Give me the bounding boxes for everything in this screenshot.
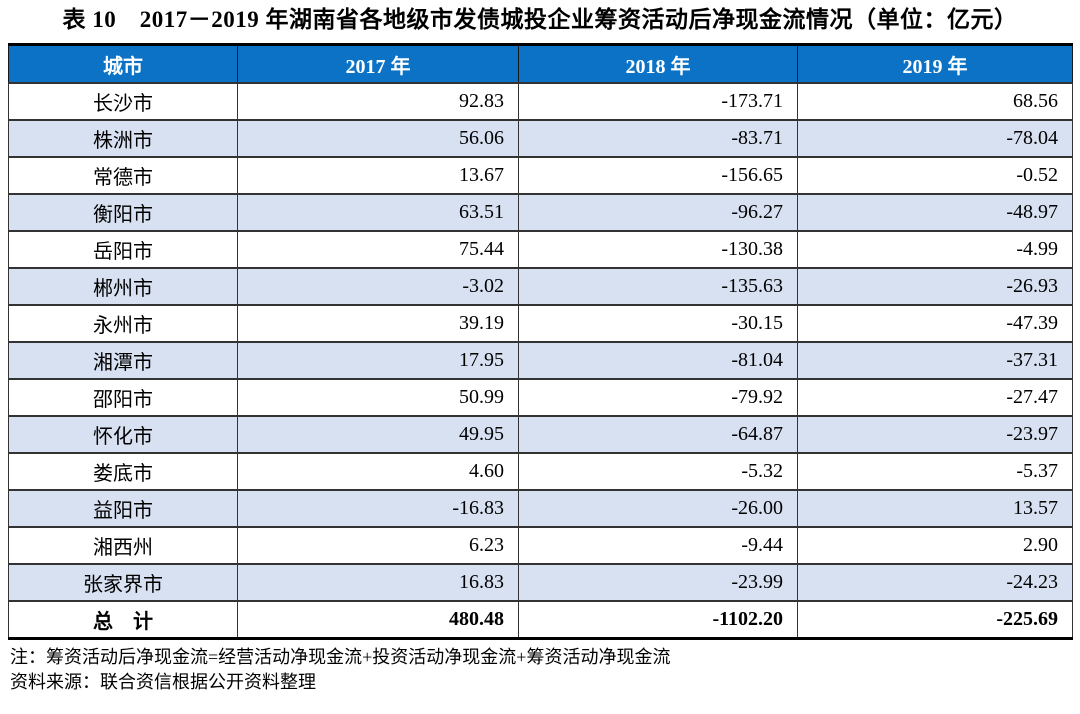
value-cell-2019: -26.93 <box>797 267 1073 306</box>
header-row: 城市 2017 年 2018 年 2019 年 <box>8 44 1073 84</box>
value-cell-2019: 13.57 <box>797 489 1073 528</box>
city-cell: 湘西州 <box>8 526 238 565</box>
city-cell: 怀化市 <box>8 415 238 454</box>
value-cell-2018: -5.32 <box>518 452 798 491</box>
table-row: 郴州市 -3.02 -135.63 -26.93 <box>8 267 1073 306</box>
value-cell-2017: 6.23 <box>237 526 519 565</box>
cashflow-table: 城市 2017 年 2018 年 2019 年 长沙市 92.83 -173.7… <box>8 43 1073 640</box>
table-row: 张家界市 16.83 -23.99 -24.23 <box>8 563 1073 602</box>
city-cell: 衡阳市 <box>8 193 238 232</box>
table-row: 常德市 13.67 -156.65 -0.52 <box>8 156 1073 195</box>
city-cell: 郴州市 <box>8 267 238 306</box>
value-cell-2017: -3.02 <box>237 267 519 306</box>
table-row: 湘西州 6.23 -9.44 2.90 <box>8 526 1073 565</box>
city-cell: 益阳市 <box>8 489 238 528</box>
value-cell-2017: 49.95 <box>237 415 519 454</box>
value-cell-2017: -16.83 <box>237 489 519 528</box>
value-cell-2019: -78.04 <box>797 119 1073 158</box>
table-row: 湘潭市 17.95 -81.04 -37.31 <box>8 341 1073 380</box>
table-row: 永州市 39.19 -30.15 -47.39 <box>8 304 1073 343</box>
total-label-cell: 总 计 <box>8 600 238 640</box>
table-row: 怀化市 49.95 -64.87 -23.97 <box>8 415 1073 454</box>
value-cell-2017: 13.67 <box>237 156 519 195</box>
city-cell: 娄底市 <box>8 452 238 491</box>
value-cell-2018: -30.15 <box>518 304 798 343</box>
value-cell-2019: -27.47 <box>797 378 1073 417</box>
city-cell: 湘潭市 <box>8 341 238 380</box>
value-cell-2017: 4.60 <box>237 452 519 491</box>
table-row: 株洲市 56.06 -83.71 -78.04 <box>8 119 1073 158</box>
city-cell: 邵阳市 <box>8 378 238 417</box>
value-cell-2018: -130.38 <box>518 230 798 269</box>
value-cell-2019: -47.39 <box>797 304 1073 343</box>
total-row: 总 计 480.48 -1102.20 -225.69 <box>8 600 1073 640</box>
value-cell-2019: 68.56 <box>797 82 1073 121</box>
value-cell-2018: -9.44 <box>518 526 798 565</box>
city-cell: 岳阳市 <box>8 230 238 269</box>
value-cell-2019: -24.23 <box>797 563 1073 602</box>
value-cell-2017: 39.19 <box>237 304 519 343</box>
table-row: 衡阳市 63.51 -96.27 -48.97 <box>8 193 1073 232</box>
value-cell-2019: -23.97 <box>797 415 1073 454</box>
city-cell: 长沙市 <box>8 82 238 121</box>
total-value-2018: -1102.20 <box>518 600 798 640</box>
value-cell-2018: -23.99 <box>518 563 798 602</box>
value-cell-2019: -0.52 <box>797 156 1073 195</box>
value-cell-2017: 16.83 <box>237 563 519 602</box>
value-cell-2018: -173.71 <box>518 82 798 121</box>
value-cell-2018: -26.00 <box>518 489 798 528</box>
total-value-2017: 480.48 <box>237 600 519 640</box>
value-cell-2017: 17.95 <box>237 341 519 380</box>
table-row: 长沙市 92.83 -173.71 68.56 <box>8 82 1073 121</box>
document-page: 表 10 2017－2019 年湖南省各地级市发债城投企业筹资活动后净现金流情况… <box>0 5 1080 714</box>
value-cell-2018: -83.71 <box>518 119 798 158</box>
table-body: 长沙市 92.83 -173.71 68.56 株洲市 56.06 -83.71… <box>8 82 1073 640</box>
value-cell-2018: -79.92 <box>518 378 798 417</box>
column-header-2018: 2018 年 <box>518 44 798 84</box>
value-cell-2018: -81.04 <box>518 341 798 380</box>
table-row: 岳阳市 75.44 -130.38 -4.99 <box>8 230 1073 269</box>
value-cell-2019: 2.90 <box>797 526 1073 565</box>
value-cell-2019: -48.97 <box>797 193 1073 232</box>
value-cell-2017: 50.99 <box>237 378 519 417</box>
table-row: 邵阳市 50.99 -79.92 -27.47 <box>8 378 1073 417</box>
value-cell-2018: -64.87 <box>518 415 798 454</box>
value-cell-2019: -37.31 <box>797 341 1073 380</box>
total-value-2019: -225.69 <box>797 600 1073 640</box>
table-row: 娄底市 4.60 -5.32 -5.37 <box>8 452 1073 491</box>
value-cell-2019: -4.99 <box>797 230 1073 269</box>
city-cell: 常德市 <box>8 156 238 195</box>
table-row: 益阳市 -16.83 -26.00 13.57 <box>8 489 1073 528</box>
column-header-2019: 2019 年 <box>797 44 1073 84</box>
value-cell-2017: 56.06 <box>237 119 519 158</box>
city-cell: 永州市 <box>8 304 238 343</box>
value-cell-2018: -135.63 <box>518 267 798 306</box>
value-cell-2018: -156.65 <box>518 156 798 195</box>
value-cell-2019: -5.37 <box>797 452 1073 491</box>
table-footnotes: 注：筹资活动后净现金流=经营活动净现金流+投资活动净现金流+筹资活动净现金流 资… <box>10 645 1068 695</box>
column-header-2017: 2017 年 <box>237 44 519 84</box>
table-title: 表 10 2017－2019 年湖南省各地级市发债城投企业筹资活动后净现金流情况… <box>62 7 1018 32</box>
city-cell: 张家界市 <box>8 563 238 602</box>
table-header: 城市 2017 年 2018 年 2019 年 <box>8 44 1073 84</box>
city-cell: 株洲市 <box>8 119 238 158</box>
column-header-city: 城市 <box>8 44 238 84</box>
value-cell-2017: 75.44 <box>237 230 519 269</box>
value-cell-2017: 63.51 <box>237 193 519 232</box>
value-cell-2018: -96.27 <box>518 193 798 232</box>
note-source: 资料来源：联合资信根据公开资料整理 <box>10 672 316 692</box>
value-cell-2017: 92.83 <box>237 82 519 121</box>
note-formula: 注：筹资活动后净现金流=经营活动净现金流+投资活动净现金流+筹资活动净现金流 <box>10 647 671 667</box>
